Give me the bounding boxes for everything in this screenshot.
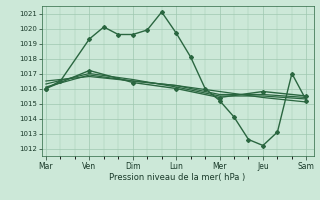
X-axis label: Pression niveau de la mer( hPa ): Pression niveau de la mer( hPa ) [109, 173, 246, 182]
